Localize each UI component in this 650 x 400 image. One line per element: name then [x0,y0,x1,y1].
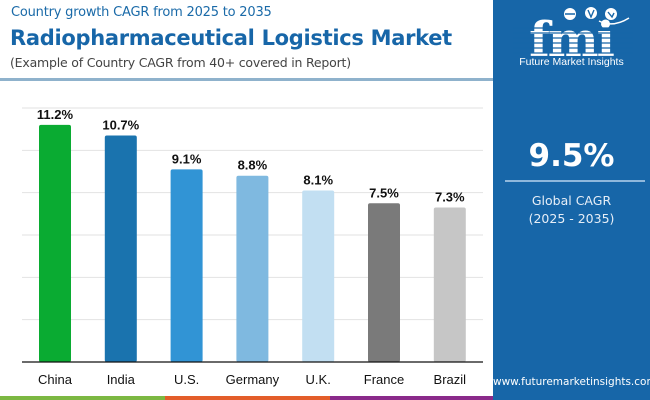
category-label: France [364,372,404,387]
globe-icon-asia [605,8,617,20]
bar-brazil [433,207,466,362]
value-labels: 11.2% 10.7% 9.1% 8.8% 8.1% 7.5% 7.3% [37,107,465,205]
value-label: 7.3% [435,189,465,204]
category-label: India [107,372,136,387]
value-label: 10.7% [102,118,139,133]
chart-note: (Example of Country CAGR from 40+ covere… [10,55,351,70]
global-cagr-label: Global CAGR [531,193,612,208]
chart-subtitle: Country growth CAGR from 2025 to 2035 [11,5,272,20]
bar-india [104,135,137,362]
bar-chart: 11.2% 10.7% 9.1% 8.8% 8.1% 7.5% 7.3% China Indi… [22,107,483,387]
bar-uk [302,190,335,362]
value-label: 7.5% [369,185,399,200]
logo-text: Future Market Insights [519,56,624,68]
value-label: 8.8% [238,158,268,173]
category-label: Brazil [434,372,467,387]
category-label: U.K. [306,372,331,387]
value-label: 8.1% [303,173,333,188]
global-cagr-period: (2025 - 2035) [528,211,615,226]
fmi-logo: fmi [513,7,633,68]
cagr-divider [505,180,645,182]
category-label: China [38,372,73,387]
strip-orange [165,396,330,400]
bar-france [368,203,400,362]
category-label: U.S. [174,372,199,387]
bar-germany [236,175,269,362]
strip-purple [330,396,493,400]
value-label: 11.2% [37,107,74,122]
strip-green [0,396,165,400]
category-label: Germany [226,372,280,387]
header-divider [0,78,493,81]
value-label: 9.1% [172,151,202,166]
chart-title: Radiopharmaceutical Logistics Market [10,26,452,50]
global-cagr-value: 9.5% [528,138,615,174]
bar-china [39,124,71,362]
bar-us [170,169,203,362]
bars [39,124,466,362]
logo-mark: fmi [529,12,614,68]
category-labels: China India U.S. Germany U.K. France Brazil [38,372,466,387]
website-link[interactable]: www.futuremarketinsights.com [493,376,650,388]
summary-panel: fmi Future Market Insights 9.5% Global C… [493,0,650,400]
